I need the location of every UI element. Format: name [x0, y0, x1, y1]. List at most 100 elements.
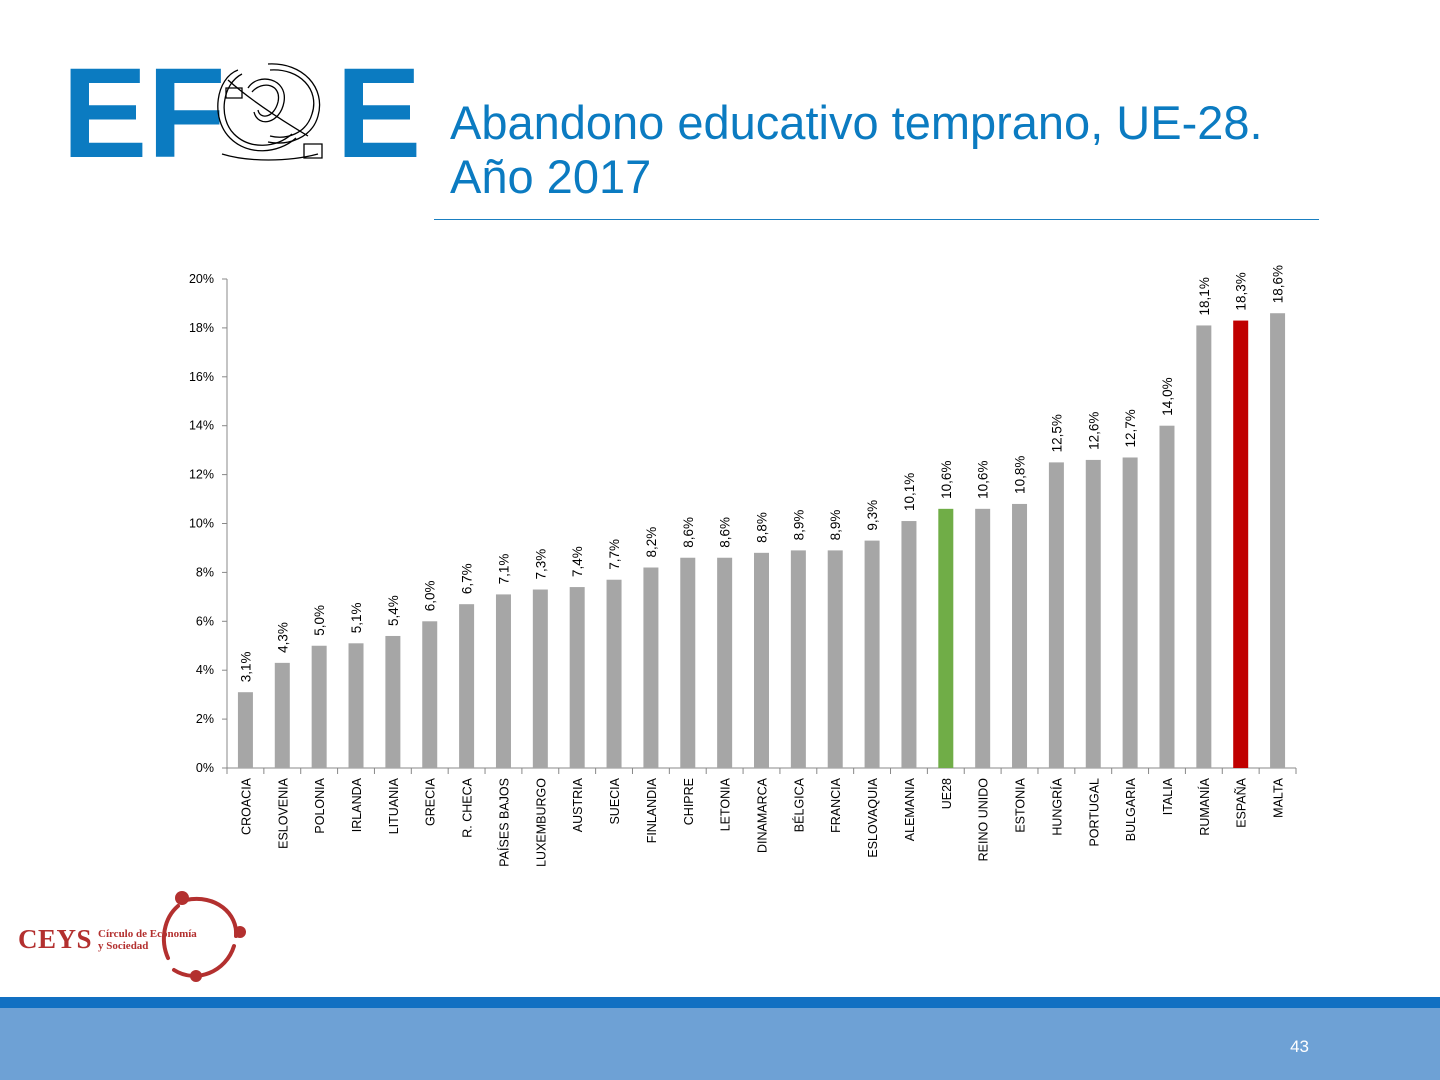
- bar: [311, 645, 327, 768]
- bar: [754, 552, 769, 768]
- bar: [422, 621, 438, 768]
- bar-data-label: 5,1%: [349, 603, 364, 634]
- bar-data-label: 7,3%: [533, 549, 548, 580]
- bar-data-label: 8,6%: [718, 517, 733, 548]
- bar-data-label: 6,7%: [460, 563, 475, 594]
- y-tick-label: 20%: [189, 272, 214, 286]
- x-category-label: HUNGRÍA: [1049, 777, 1064, 835]
- bar-data-label: 10,6%: [976, 461, 991, 499]
- bar-data-label: 10,6%: [939, 461, 954, 499]
- bar-data-label: 7,4%: [570, 546, 585, 577]
- ceys-logo: CEYS Círculo de Economía y Sociedad: [16, 888, 246, 988]
- y-tick-label: 16%: [189, 370, 214, 384]
- ceys-tagline-line2: y Sociedad: [98, 940, 149, 952]
- x-category-label: FINLANDIA: [645, 777, 659, 843]
- bar: [975, 508, 991, 768]
- x-category-label: BULGARIA: [1124, 777, 1138, 841]
- x-category-label: GRECIA: [424, 777, 438, 826]
- bar-data-label: 18,3%: [1234, 272, 1249, 310]
- x-category-label: POLONIA: [313, 777, 327, 833]
- x-category-label: PORTUGAL: [1087, 778, 1101, 847]
- x-category-label: ESLOVAQUIA: [866, 777, 880, 857]
- bar-data-label: 9,3%: [865, 500, 880, 531]
- bar: [1012, 503, 1028, 768]
- bar: [901, 521, 917, 768]
- x-category-label: DINAMARCA: [756, 777, 770, 853]
- y-tick-label: 8%: [196, 565, 214, 579]
- bar: [1085, 459, 1101, 768]
- ceys-tagline-line1: Círculo de Economía: [98, 928, 197, 940]
- slide-title-line1: Abandono educativo temprano, UE-28.: [450, 96, 1263, 149]
- x-category-label: R. CHECA: [461, 777, 475, 837]
- bar: [938, 508, 954, 768]
- bar: [1270, 313, 1286, 768]
- x-category-label: LITUANIA: [387, 777, 401, 834]
- x-category-label: UE28: [940, 778, 954, 809]
- slide-title: Abandono educativo temprano, UE-28. Año …: [450, 96, 1330, 204]
- y-tick-label: 18%: [189, 321, 214, 335]
- bar: [348, 643, 364, 768]
- x-category-label: RUMANÍA: [1197, 777, 1212, 835]
- bar: [790, 550, 806, 768]
- logo-letters-left: EF: [62, 42, 226, 185]
- bar-data-label: 4,3%: [275, 622, 290, 653]
- x-category-label: ESTONIA: [1014, 777, 1028, 832]
- efse-logo: EF E: [60, 50, 421, 178]
- bar-data-label: 14,0%: [1160, 377, 1175, 415]
- bar: [569, 587, 585, 768]
- x-category-label: ESLOVENIA: [276, 777, 290, 849]
- bar: [532, 589, 548, 768]
- x-category-label: IRLANDA: [350, 777, 364, 832]
- bar-data-label: 12,5%: [1049, 414, 1064, 452]
- logo-swirl-icon: [217, 63, 323, 161]
- bar-data-label: 8,6%: [681, 517, 696, 548]
- bar-data-label: 6,0%: [423, 581, 438, 612]
- ceys-wordmark: CEYS: [18, 924, 93, 954]
- y-tick-label: 14%: [189, 419, 214, 433]
- bar-data-label: 5,0%: [312, 605, 327, 636]
- y-tick-label: 2%: [196, 712, 214, 726]
- bar: [385, 635, 401, 768]
- x-category-label: ESPAÑA: [1235, 777, 1249, 827]
- x-category-label: BÉLGICA: [791, 777, 806, 832]
- bar: [864, 540, 880, 768]
- bar: [827, 550, 843, 768]
- bar-data-label: 8,2%: [644, 527, 659, 558]
- bar: [1122, 457, 1138, 768]
- x-category-label: REINO UNIDO: [977, 778, 991, 862]
- x-category-label: CHIPRE: [682, 778, 696, 825]
- bar-data-label: 5,4%: [386, 595, 401, 626]
- bar-data-label: 8,8%: [755, 512, 770, 543]
- bar: [459, 604, 475, 768]
- ceys-ring-icon: [161, 891, 246, 982]
- x-category-label: LETONIA: [719, 777, 733, 831]
- x-category-label: AUSTRIA: [571, 777, 585, 832]
- bar-data-label: 8,9%: [791, 510, 806, 541]
- bar: [274, 662, 290, 768]
- x-category-label: CROACIA: [239, 777, 253, 835]
- logo-letter-right: E: [336, 42, 422, 185]
- bar-data-label: 3,1%: [238, 651, 253, 682]
- bar-data-label: 18,1%: [1197, 277, 1212, 315]
- footer-stripe: [0, 997, 1440, 1008]
- y-tick-label: 12%: [189, 468, 214, 482]
- x-category-label: MALTA: [1272, 777, 1286, 817]
- bar-data-label: 18,6%: [1271, 265, 1286, 303]
- bar-data-label: 12,7%: [1123, 409, 1138, 447]
- bar: [717, 557, 733, 768]
- bar-data-label: 10,8%: [1013, 456, 1028, 494]
- x-category-label: FRANCIA: [829, 777, 843, 833]
- bar: [237, 692, 253, 768]
- bar-data-label: 12,6%: [1086, 412, 1101, 450]
- bar-data-label: 10,1%: [902, 473, 917, 511]
- bar: [643, 567, 659, 768]
- bar: [495, 594, 511, 768]
- y-tick-label: 10%: [189, 517, 214, 531]
- bar-data-label: 8,9%: [828, 510, 843, 541]
- bar: [1048, 462, 1064, 768]
- x-category-label: ALEMANIA: [903, 777, 917, 841]
- title-divider: [434, 219, 1319, 220]
- x-category-label: PAÍSES BAJOS: [496, 778, 511, 867]
- y-tick-label: 6%: [196, 614, 214, 628]
- footer-band: [0, 1008, 1440, 1080]
